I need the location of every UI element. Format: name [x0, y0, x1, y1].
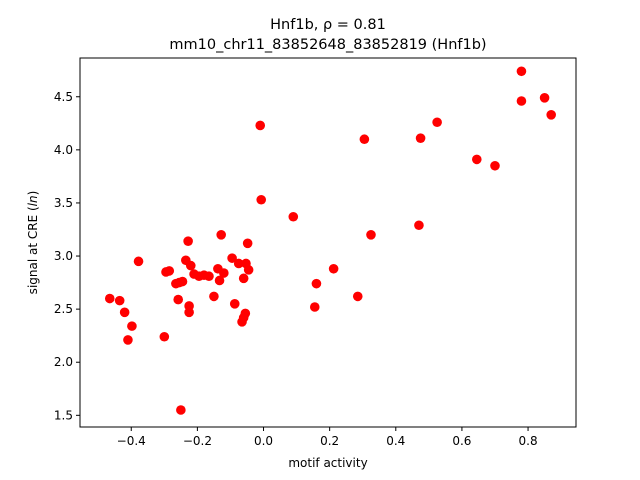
y-axis-label-prefix: signal at CRE (: [26, 206, 40, 294]
x-axis-ticks: −0.4 −0.2 0.0 0.2 0.4 0.6 0.8: [117, 427, 538, 448]
x-axis-label: motif activity: [288, 456, 367, 470]
data-point: [432, 117, 442, 128]
y-tick-label: 4.5: [54, 90, 73, 104]
data-point: [415, 133, 426, 143]
data-point: [256, 194, 267, 205]
y-tick-label: 1.5: [54, 408, 73, 422]
data-point: [238, 273, 249, 284]
data-point: [123, 335, 133, 345]
data-point: [176, 405, 186, 415]
data-point: [229, 299, 240, 309]
data-point: [127, 321, 137, 331]
x-tick-label: 0.0: [254, 434, 273, 448]
data-point: [159, 331, 170, 342]
x-tick-label: 0.8: [519, 434, 538, 448]
data-point: [114, 295, 125, 306]
data-point: [242, 238, 253, 249]
data-point: [516, 96, 527, 106]
x-tick-label: −0.2: [183, 434, 212, 448]
y-tick-label: 2.0: [54, 355, 73, 369]
data-point: [209, 291, 219, 302]
y-tick-label: 3.0: [54, 249, 73, 263]
data-point: [214, 275, 225, 286]
scatter-points: [104, 66, 556, 415]
data-point: [472, 154, 482, 165]
data-point: [233, 258, 244, 269]
x-tick-label: −0.4: [117, 434, 146, 448]
data-point: [219, 268, 229, 278]
y-axis-label-suffix: ): [26, 191, 40, 196]
y-axis-label: signal at CRE (ln): [26, 191, 40, 295]
data-point: [183, 236, 193, 246]
data-point: [328, 263, 339, 274]
data-point: [104, 293, 115, 304]
data-point: [119, 307, 130, 318]
data-point: [490, 160, 500, 171]
data-point: [366, 230, 376, 240]
y-tick-label: 4.0: [54, 143, 73, 157]
data-point: [164, 266, 175, 276]
chart-subtitle: mm10_chr11_83852648_83852819 (Hnf1b): [169, 37, 486, 53]
data-point: [539, 93, 550, 103]
chart-title: Hnf1b, ρ = 0.81: [270, 17, 386, 33]
data-point: [184, 307, 194, 318]
data-point: [177, 276, 188, 287]
plot-area-frame: [79, 57, 577, 428]
y-tick-label: 3.5: [54, 196, 73, 210]
data-point: [288, 211, 299, 222]
data-point: [133, 256, 144, 267]
data-point: [227, 253, 237, 263]
data-point: [185, 260, 196, 271]
data-point: [309, 302, 320, 312]
data-point: [311, 278, 322, 289]
x-tick-label: 0.6: [452, 434, 471, 448]
data-point: [352, 291, 363, 302]
data-point: [204, 271, 214, 282]
data-point: [546, 110, 556, 120]
data-point: [359, 134, 370, 145]
y-axis-label-variable: ln: [26, 195, 40, 206]
y-tick-label: 2.5: [54, 302, 73, 316]
x-tick-label: 0.2: [320, 434, 339, 448]
data-point: [414, 220, 424, 231]
data-point: [255, 120, 266, 131]
x-tick-label: 0.4: [386, 434, 405, 448]
data-point: [516, 66, 527, 77]
data-point: [173, 294, 184, 305]
data-point: [216, 230, 226, 240]
data-point: [240, 308, 251, 319]
data-point: [243, 265, 254, 275]
y-axis-ticks: 1.5 2.0 2.5 3.0 3.5 4.0 4.5: [54, 90, 80, 422]
